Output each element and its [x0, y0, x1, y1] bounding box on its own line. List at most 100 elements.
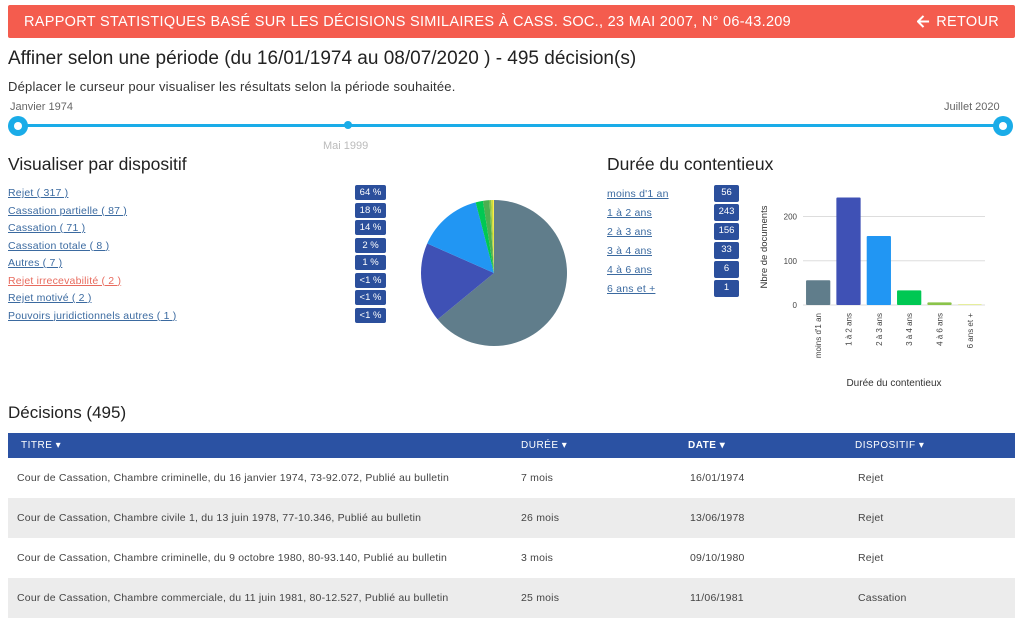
- cell-dispositif: Rejet: [858, 552, 884, 564]
- table-header: TITRE ▾ DURÉE ▾ DATE ▾ DISPOSITIF ▾: [8, 433, 1015, 458]
- dispositif-link[interactable]: Rejet ( 317 ): [8, 187, 69, 199]
- bar: [897, 290, 922, 305]
- back-button[interactable]: RETOUR: [917, 14, 999, 30]
- pie-slice: [437, 200, 567, 346]
- dispositif-pct-badge: <1 %: [355, 272, 386, 288]
- duree-link[interactable]: moins d'1 an: [607, 188, 669, 200]
- pie-slice: [427, 202, 494, 273]
- dispositif-link[interactable]: Pouvoirs juridictionnels autres ( 1 ): [8, 309, 177, 322]
- duree-link[interactable]: 1 à 2 ans: [607, 207, 652, 219]
- slider-start-handle[interactable]: [8, 116, 28, 136]
- slider-mid-marker: [344, 121, 352, 129]
- column-titre[interactable]: TITRE ▾: [21, 440, 62, 451]
- cell-dispositif: Cassation: [858, 592, 907, 604]
- x-tick-label: moins d'1 an: [814, 313, 823, 358]
- cell-titre[interactable]: Cour de Cassation, Chambre criminelle, d…: [17, 552, 448, 564]
- decisions-table: TITRE ▾ DURÉE ▾ DATE ▾ DISPOSITIF ▾ Cour…: [8, 433, 1015, 618]
- report-banner: RAPPORT STATISTIQUES BASÉ SUR LES DÉCISI…: [8, 5, 1015, 38]
- dispositif-link[interactable]: Cassation partielle ( 87 ): [8, 204, 128, 217]
- dispositif-link[interactable]: Cassation totale ( 8 ): [8, 239, 110, 252]
- dispositif-pct-badge: 1 %: [355, 255, 386, 270]
- table-body: Cour de Cassation, Chambre criminelle, d…: [8, 458, 1015, 618]
- duree-badges: 56 243 156 33 6 1: [714, 185, 739, 299]
- bar: [836, 197, 861, 305]
- duree-count-badge: 156: [714, 223, 739, 240]
- period-instruction: Déplacer le curseur pour visualiser les …: [8, 79, 456, 94]
- x-axis-label: Durée du contentieux: [846, 378, 941, 389]
- column-dispositif[interactable]: DISPOSITIF ▾: [855, 440, 925, 451]
- duree-link[interactable]: 2 à 3 ans: [607, 226, 652, 238]
- cell-date: 13/06/1978: [690, 512, 745, 524]
- cell-duree: 25 mois: [521, 592, 560, 604]
- duree-link[interactable]: 6 ans et +: [607, 283, 656, 295]
- cell-date: 16/01/1974: [690, 472, 745, 484]
- cell-titre[interactable]: Cour de Cassation, Chambre criminelle, d…: [17, 472, 450, 484]
- bar: [866, 236, 891, 305]
- pie-slice: [493, 200, 494, 273]
- dispositif-link[interactable]: Cassation ( 71 ): [8, 222, 86, 234]
- cell-dispositif: Rejet: [858, 472, 884, 484]
- dispositif-pct-badge: 18 %: [355, 202, 386, 218]
- cell-date: 09/10/1980: [690, 552, 745, 564]
- cell-duree: 3 mois: [521, 552, 554, 564]
- duree-count-badge: 6: [714, 261, 739, 278]
- slider-start-label: Janvier 1974: [10, 101, 73, 113]
- dispositif-pct-badge: <1 %: [355, 290, 386, 305]
- duree-link[interactable]: 4 à 6 ans: [607, 264, 652, 276]
- cell-titre[interactable]: Cour de Cassation, Chambre civile 1, du …: [17, 512, 422, 524]
- table-row[interactable]: Cour de Cassation, Chambre commerciale, …: [8, 578, 1015, 618]
- dispositif-link[interactable]: Rejet irrecevabilité ( 2 ): [8, 274, 122, 287]
- bar: [927, 302, 952, 305]
- table-row[interactable]: Cour de Cassation, Chambre criminelle, d…: [8, 538, 1015, 578]
- cell-date: 11/06/1981: [690, 592, 744, 604]
- dispositif-title: Visualiser par dispositif: [8, 154, 187, 174]
- table-row[interactable]: Cour de Cassation, Chambre civile 1, du …: [8, 498, 1015, 538]
- y-tick-label: 100: [784, 257, 798, 266]
- y-axis-label: Nbre de documents: [759, 205, 770, 288]
- dispositif-link[interactable]: Autres ( 7 ): [8, 257, 63, 269]
- x-tick-label: 1 à 2 ans: [845, 313, 854, 346]
- period-slider-track[interactable]: [18, 124, 1003, 127]
- cell-titre[interactable]: Cour de Cassation, Chambre commerciale, …: [17, 592, 449, 604]
- slider-end-handle[interactable]: [993, 116, 1013, 136]
- duree-title: Durée du contentieux: [607, 154, 774, 174]
- x-tick-label: 3 à 4 ans: [905, 313, 914, 346]
- cell-duree: 26 mois: [521, 512, 560, 524]
- slider-end-label: Juillet 2020: [944, 101, 1000, 113]
- column-duree[interactable]: DURÉE ▾: [521, 440, 568, 451]
- duree-count-badge: 1: [714, 280, 739, 297]
- dispositif-link[interactable]: Rejet motivé ( 2 ): [8, 292, 92, 304]
- period-heading: Affiner selon une période (du 16/01/1974…: [8, 48, 637, 69]
- dispositif-pct-badge: <1 %: [355, 307, 386, 323]
- cell-duree: 7 mois: [521, 472, 554, 484]
- x-tick-label: 4 à 6 ans: [936, 313, 945, 346]
- x-tick-label: 2 à 3 ans: [875, 313, 884, 346]
- duree-link[interactable]: 3 à 4 ans: [607, 245, 652, 257]
- dispositif-pie-chart: [421, 200, 567, 346]
- x-tick-label: 6 ans et +: [966, 313, 975, 349]
- y-tick-label: 0: [793, 301, 798, 310]
- pie-slice: [482, 200, 494, 273]
- bar: [806, 280, 831, 305]
- duree-count-badge: 243: [714, 204, 739, 221]
- cell-dispositif: Rejet: [858, 512, 884, 524]
- dispositif-badges: 64 % 18 % 14 % 2 % 1 % <1 % <1 % <1 %: [355, 185, 386, 325]
- pie-slice: [491, 200, 494, 273]
- duree-bar-chart: 0 100 200 moins d'1 an 1 à 2 ans 2 à 3 ans 3 à…: [759, 197, 985, 389]
- pie-slice: [489, 200, 494, 273]
- duree-count-badge: 33: [714, 242, 739, 259]
- dispositif-pct-badge: 64 %: [355, 185, 386, 200]
- table-row[interactable]: Cour de Cassation, Chambre criminelle, d…: [8, 458, 1015, 498]
- decisions-title: Décisions (495): [8, 403, 127, 422]
- arrow-left-icon: [917, 15, 930, 28]
- pie-slice: [475, 200, 494, 273]
- column-date[interactable]: DATE ▾: [688, 440, 726, 451]
- back-label: RETOUR: [936, 13, 999, 30]
- dispositif-pct-badge: 14 %: [355, 220, 386, 235]
- dispositif-list: Rejet ( 317 ) Cassation partielle ( 87 ) C…: [8, 185, 176, 325]
- duree-count-badge: 56: [714, 185, 739, 202]
- duree-list: moins d'1 an 1 à 2 ans 2 à 3 ans 3 à 4 ans 4…: [607, 185, 669, 299]
- dispositif-pct-badge: 2 %: [355, 237, 386, 253]
- pie-slice: [421, 243, 494, 320]
- y-tick-label: 200: [784, 213, 798, 222]
